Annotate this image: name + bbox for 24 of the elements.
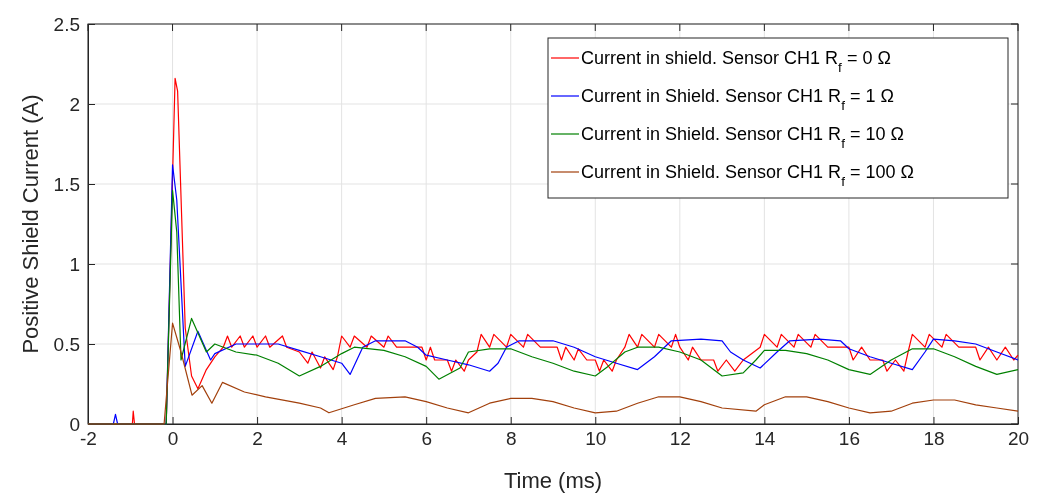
x-tick-label: 20: [1007, 428, 1030, 450]
x-tick-label: 12: [669, 428, 691, 450]
y-tick-label: 1.5: [53, 173, 80, 195]
x-tick-label: 0: [167, 428, 179, 450]
legend-label: Current in Shield. Sensor CH1 R$_{f}$ = 1 Ω: [581, 86, 894, 113]
x-tick-label: 4: [336, 428, 348, 450]
x-axis-title: Time (ms): [503, 468, 603, 493]
y-tick-label: 0.5: [53, 333, 80, 355]
y-tick-label: 2.5: [53, 13, 80, 35]
x-tick-label: 6: [421, 428, 432, 450]
x-tick-label: 18: [923, 428, 945, 450]
y-tick-label: 1: [69, 253, 80, 275]
x-tick-label: 10: [585, 428, 607, 450]
x-tick-label: 16: [838, 428, 860, 450]
legend-label: Current in Shield. Sensor CH1 R$_{f}$ = 100 Ω: [581, 162, 914, 189]
x-tick-label: 2: [252, 428, 263, 450]
legend-label: Current in Shield. Sensor CH1 R$_{f}$ = 10 Ω: [581, 124, 904, 151]
y-tick-label: 0: [69, 413, 80, 435]
x-tick-label: -2: [80, 428, 97, 450]
y-tick-label: 2: [69, 93, 80, 115]
legend-label: Current in shield. Sensor CH1 R$_{f}$ = 0 Ω: [581, 48, 891, 75]
x-tick-label: 14: [754, 428, 776, 450]
x-tick-label: 8: [505, 428, 517, 450]
y-axis-title: Positive Shield Current (A): [18, 94, 43, 354]
